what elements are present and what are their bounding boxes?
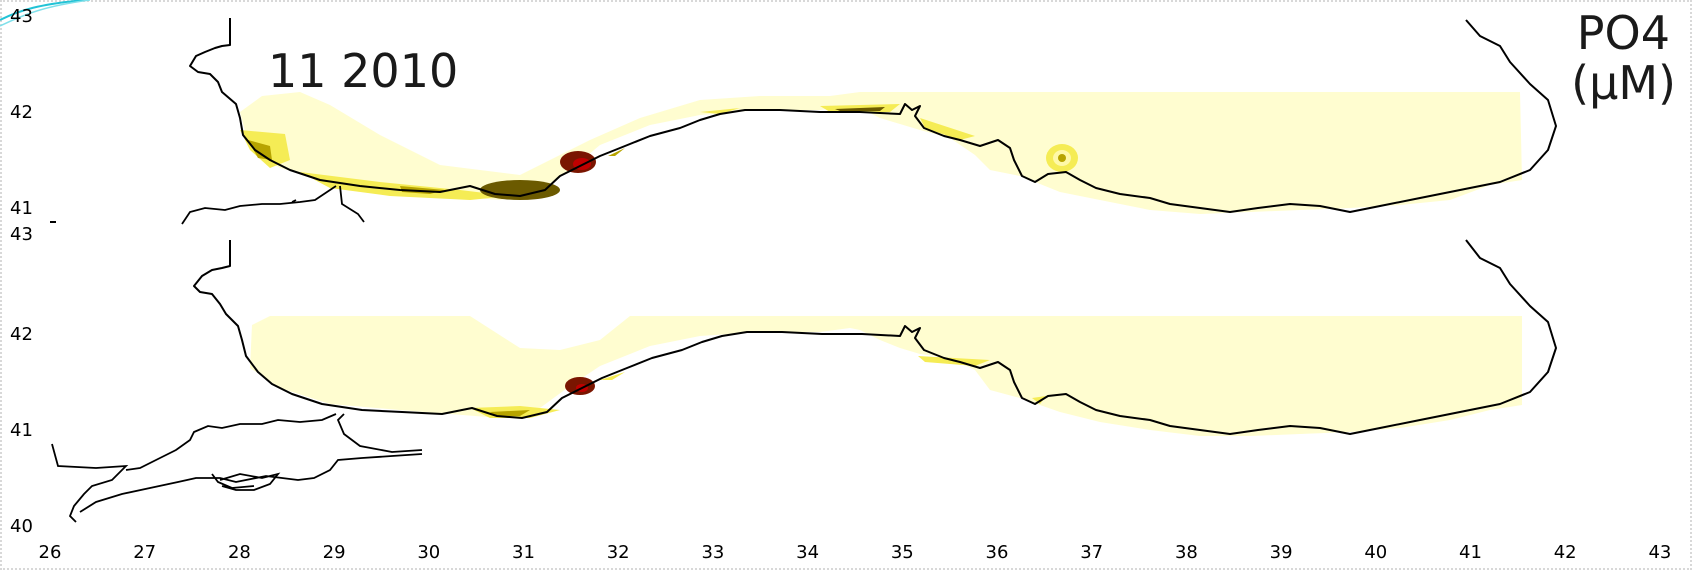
- x-tick-35: 35: [891, 542, 914, 563]
- lower-marmara-outline: [51, 413, 423, 523]
- lower-po4-field: [250, 316, 1522, 436]
- upper-po4-field: [240, 92, 1522, 214]
- corner-swoosh-decoration: [0, 0, 90, 27]
- upper-po4-patch-sinop: [920, 118, 975, 140]
- x-tick-41: 41: [1459, 542, 1482, 563]
- lower-po4-patch-east-coast: [600, 372, 625, 380]
- x-tick-43: 43: [1648, 542, 1671, 563]
- upper-y-tick-43: 43: [10, 6, 33, 27]
- upper-po4-ring-core: [1058, 154, 1066, 162]
- upper-po4-patch-east-coast: [608, 148, 625, 156]
- x-tick-42: 42: [1554, 542, 1577, 563]
- upper-po4-patch-south: [300, 172, 510, 200]
- x-tick-40: 40: [1364, 542, 1387, 563]
- x-tick-39: 39: [1270, 542, 1293, 563]
- lower-y-tick-41: 41: [10, 420, 33, 441]
- x-tick-26: 26: [39, 542, 62, 563]
- x-tick-38: 38: [1175, 542, 1198, 563]
- upper-y-tick-42: 42: [10, 102, 33, 123]
- x-tick-31: 31: [512, 542, 535, 563]
- legend-label-unit: (μM): [1571, 56, 1676, 110]
- x-tick-28: 28: [228, 542, 251, 563]
- x-axis: 26 27 28 29 30 31 32 33 34 35 36 37 38 39 40 41 42 43: [39, 542, 1672, 563]
- upper-y-axis: 43 42 41: [10, 6, 56, 223]
- lower-y-axis: 43 42 41 40: [10, 224, 33, 537]
- upper-coastline: [189, 18, 1557, 213]
- x-tick-27: 27: [133, 542, 156, 563]
- x-tick-37: 37: [1080, 542, 1103, 563]
- legend-label-parameter: PO4: [1576, 6, 1670, 60]
- x-tick-34: 34: [796, 542, 819, 563]
- lower-po4-patch-south-olive: [490, 410, 530, 416]
- x-tick-30: 30: [417, 542, 440, 563]
- x-tick-29: 29: [323, 542, 346, 563]
- x-tick-32: 32: [607, 542, 630, 563]
- x-tick-33: 33: [701, 542, 724, 563]
- lower-y-tick-42: 42: [10, 324, 33, 345]
- lower-y-tick-40: 40: [10, 516, 33, 537]
- lower-y-tick-43: 43: [10, 224, 33, 245]
- upper-bosphorus-outline: [181, 185, 365, 225]
- upper-po4-patch-north-1: [700, 108, 740, 114]
- upper-po4-patch-west-olive: [248, 140, 272, 160]
- map-title: 11 2010: [268, 44, 459, 98]
- upper-map-panel: [181, 18, 1557, 225]
- x-tick-36: 36: [986, 542, 1009, 563]
- upper-po4-patch-north-2-olive: [835, 107, 885, 111]
- lower-coastline: [193, 239, 1557, 435]
- lower-map-panel: [51, 239, 1557, 523]
- upper-y-tick-41: 41: [10, 198, 33, 219]
- lower-po4-patch-samsun: [1032, 396, 1046, 404]
